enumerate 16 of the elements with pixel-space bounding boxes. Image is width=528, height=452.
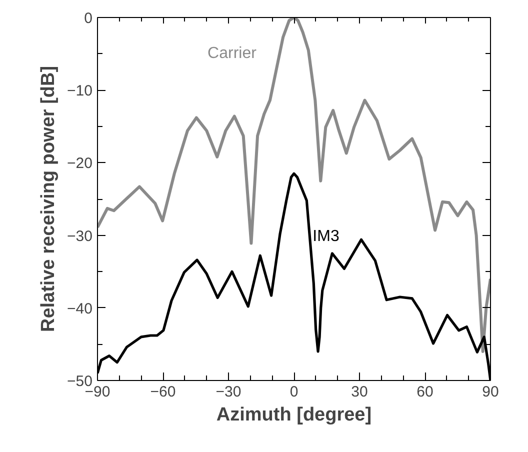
series-label: IM3 — [312, 228, 340, 246]
x-tick-label: −60 — [150, 384, 176, 400]
x-tick-label: 30 — [351, 384, 368, 400]
y-tick-label: −30 — [67, 228, 93, 245]
x-axis-title: Azimuth [degree] — [216, 404, 372, 426]
x-tick-label: 90 — [482, 384, 499, 400]
y-tick-label: −20 — [67, 155, 93, 172]
y-tick-label: −10 — [67, 82, 93, 100]
y-tick-label: 0 — [84, 10, 92, 27]
y-axis-title: Relative receiving power [dB] — [38, 66, 60, 332]
x-tick-label: 60 — [416, 384, 434, 400]
series-label: Carrier — [208, 45, 258, 62]
y-tick-label: −50 — [67, 373, 93, 390]
x-tick-label: 0 — [290, 384, 298, 400]
y-tick-label: −40 — [67, 300, 93, 318]
x-tick-label: −30 — [216, 384, 242, 400]
